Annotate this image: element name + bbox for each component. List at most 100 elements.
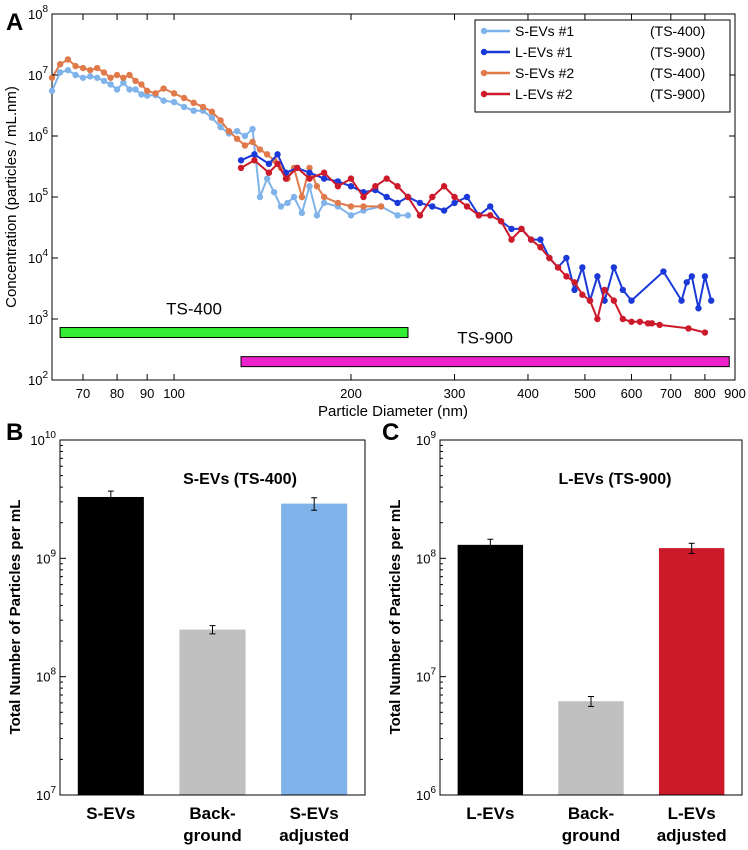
bar — [281, 503, 348, 795]
data-point — [237, 164, 245, 172]
data-point — [233, 135, 241, 142]
data-point — [263, 151, 271, 158]
bar — [457, 544, 524, 795]
data-point — [249, 138, 256, 146]
data-point — [217, 117, 224, 124]
data-point — [132, 77, 139, 85]
y-tick-label: 106 — [28, 126, 48, 144]
category-label: L-EVs — [668, 804, 716, 823]
data-point — [72, 62, 79, 70]
data-point — [554, 264, 562, 271]
bar — [77, 496, 144, 795]
data-point — [79, 74, 87, 81]
category-label: ground — [183, 826, 242, 845]
panel-label-b: B — [6, 419, 23, 446]
y-tick-label: 105 — [28, 187, 48, 205]
series-line-s-evs-1 — [51, 69, 408, 219]
data-point — [537, 244, 544, 251]
data-point — [107, 81, 114, 88]
data-point — [180, 94, 188, 102]
data-point — [199, 103, 207, 111]
data-point — [451, 199, 458, 207]
data-point — [48, 87, 56, 95]
data-point — [306, 175, 313, 182]
data-point — [290, 193, 298, 201]
bar — [658, 548, 725, 795]
data-point — [249, 125, 256, 133]
legend-swatch-marker — [480, 27, 488, 35]
data-point — [313, 183, 321, 190]
data-point — [170, 98, 178, 106]
panel-a-chart: TS-400 TS-900 70 80 90 100 200 300 400 500 600 700… — [3, 4, 746, 420]
legend-label: S-EVs #2 — [515, 65, 574, 81]
data-point — [701, 329, 709, 336]
data-point — [463, 203, 471, 210]
data-point — [56, 61, 64, 68]
data-point — [132, 86, 139, 93]
data-point — [190, 99, 197, 107]
data-point — [440, 207, 448, 214]
y-tick-label: 107 — [416, 667, 436, 685]
data-point — [660, 268, 667, 275]
category-label: Back- — [568, 804, 614, 823]
x-tick-label: 80 — [110, 386, 124, 401]
data-point — [383, 175, 390, 182]
data-point — [126, 71, 133, 79]
data-point — [160, 97, 167, 104]
data-point — [263, 175, 271, 182]
range-bar-ts-400 — [59, 327, 409, 339]
data-point — [120, 74, 127, 81]
x-tick-label: 100 — [163, 386, 185, 401]
panel-c-title: L-EVs (TS-900) — [559, 471, 672, 488]
data-point — [508, 225, 515, 233]
data-point — [579, 264, 586, 271]
category-label: L-EVs — [466, 804, 514, 823]
legend-suffix: (TS-900) — [650, 86, 705, 102]
data-point — [628, 318, 635, 325]
data-point — [241, 132, 249, 140]
legend-swatch-marker — [480, 48, 488, 56]
data-point — [594, 273, 601, 280]
legend-label: L-EVs #1 — [515, 44, 573, 60]
panel-c-chart: 106 107 108 109 L-EVs Back-ground L-EVs adjust… — [387, 430, 743, 845]
data-point — [636, 318, 644, 325]
panel-a-x-axis-label: Particle Diameter (nm) — [318, 403, 468, 420]
data-point — [93, 74, 101, 81]
data-point — [377, 203, 385, 210]
data-point — [360, 203, 367, 210]
y-tick-label: 107 — [28, 65, 48, 83]
data-point — [463, 193, 471, 201]
data-point — [256, 193, 264, 201]
data-point — [170, 90, 178, 97]
data-point — [383, 193, 390, 201]
x-tick-label: 70 — [76, 386, 90, 401]
legend-suffix: (TS-900) — [650, 44, 705, 60]
data-point — [563, 273, 570, 280]
data-point — [372, 183, 379, 190]
data-point — [274, 151, 281, 158]
data-point — [404, 193, 412, 201]
data-point — [180, 103, 188, 111]
panel-b-title: S-EVs (TS-400) — [183, 471, 297, 488]
y-tick-label: 102 — [28, 370, 48, 388]
data-point — [429, 193, 436, 201]
x-tick-label: 400 — [517, 386, 539, 401]
data-point — [619, 286, 627, 294]
data-point — [306, 164, 313, 172]
data-point — [610, 264, 618, 271]
legend-swatch-marker — [480, 69, 488, 77]
data-point — [394, 183, 401, 190]
data-point — [394, 212, 401, 219]
data-point — [100, 69, 108, 76]
data-point — [334, 183, 342, 190]
data-point — [313, 212, 321, 219]
legend-suffix: (TS-400) — [650, 65, 705, 81]
data-point — [274, 160, 281, 168]
category-label: ground — [562, 826, 621, 845]
data-point — [277, 203, 285, 210]
range-label-ts-900: TS-900 — [457, 329, 513, 348]
data-point — [563, 254, 570, 262]
y-tick-label: 109 — [36, 548, 56, 566]
panel-b-chart: 107 108 109 1010 S-EVs Back-ground S-EVs adjus… — [7, 430, 366, 845]
